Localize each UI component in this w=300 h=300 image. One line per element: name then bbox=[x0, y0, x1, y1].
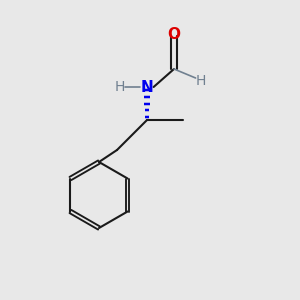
Text: H: H bbox=[196, 74, 206, 88]
Text: N: N bbox=[141, 80, 153, 94]
Text: O: O bbox=[167, 27, 181, 42]
Text: H: H bbox=[115, 80, 125, 94]
